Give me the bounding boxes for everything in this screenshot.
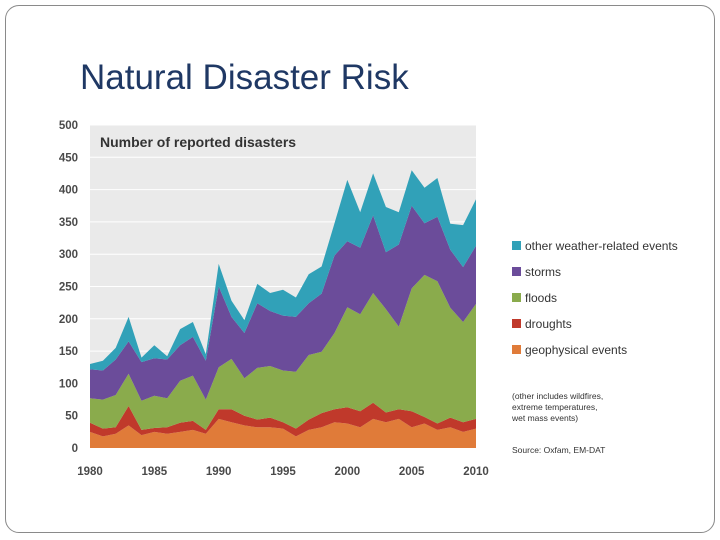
y-tick-label: 500 xyxy=(59,120,78,132)
chart-title: Number of reported disasters xyxy=(100,134,296,150)
legend-label: geophysical events xyxy=(525,343,627,357)
area-storms xyxy=(90,205,476,401)
x-tick-label: 2000 xyxy=(335,466,361,478)
area-droughts xyxy=(90,402,476,437)
y-tick-label: 400 xyxy=(59,185,78,197)
chart-note: extreme temperatures, xyxy=(512,402,598,412)
x-tick-label: 1985 xyxy=(142,466,168,478)
y-tick-label: 250 xyxy=(59,282,78,294)
y-tick-label: 300 xyxy=(59,249,78,261)
x-tick-label: 1995 xyxy=(270,466,296,478)
area-other-weather-related-events xyxy=(90,170,476,371)
y-tick-label: 450 xyxy=(59,152,78,164)
area-floods xyxy=(90,274,476,430)
x-tick-label: 1980 xyxy=(77,466,103,478)
slide-title: Natural Disaster Risk xyxy=(80,58,409,97)
y-tick-label: 100 xyxy=(59,378,78,390)
legend-swatch xyxy=(512,345,521,354)
legend-swatch xyxy=(512,319,521,328)
y-tick-label: 50 xyxy=(65,411,78,423)
y-tick-label: 200 xyxy=(59,314,78,326)
chart-source: Source: Oxfam, EM-DAT xyxy=(512,445,605,455)
disaster-chart: Number of reported disasters 0 50 100 150 20… xyxy=(59,120,678,478)
legend-label: storms xyxy=(525,265,561,279)
x-tick-label: 2010 xyxy=(463,466,489,478)
legend-swatch xyxy=(512,241,521,250)
legend-label: droughts xyxy=(525,317,572,331)
y-tick-label: 350 xyxy=(59,217,78,229)
x-tick-label: 1990 xyxy=(206,466,232,478)
chart-note: (other includes wildfires, xyxy=(512,391,603,401)
legend-label: floods xyxy=(525,291,557,305)
area-geophysical-events xyxy=(90,418,476,448)
legend-swatch xyxy=(512,267,521,276)
y-tick-label: 0 xyxy=(72,443,78,455)
y-tick-label: 150 xyxy=(59,346,78,358)
legend-label: other weather-related events xyxy=(525,239,678,253)
x-tick-label: 2005 xyxy=(399,466,425,478)
chart-note: wet mass events) xyxy=(511,413,578,423)
legend-swatch xyxy=(512,293,521,302)
